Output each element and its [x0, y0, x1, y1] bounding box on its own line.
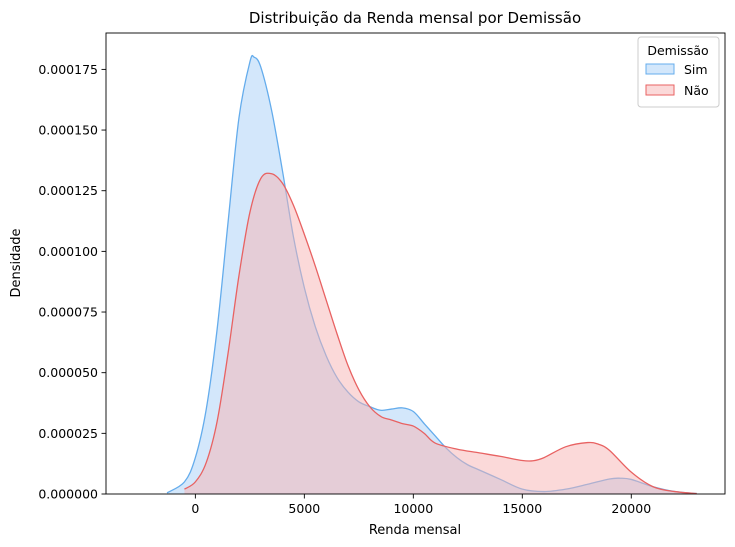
y-tick-label: 0.000100	[38, 244, 98, 259]
y-tick-label: 0.000175	[38, 62, 98, 77]
legend-swatch	[645, 84, 675, 96]
y-axis-ticks: 0.000000 0.000025 0.000050 0.000075 0.000100…	[38, 62, 106, 502]
chart-title: Distribuição da Renda mensal por Demissã…	[249, 9, 581, 27]
x-tick-label: 15000	[502, 501, 542, 516]
legend-label: Não	[684, 83, 709, 98]
x-tick-label: 5000	[288, 501, 320, 516]
y-tick-label: 0.000050	[38, 365, 98, 380]
y-tick-label: 0.000125	[38, 183, 98, 198]
x-axis-label: Renda mensal	[369, 523, 461, 538]
plot-frame	[105, 32, 726, 495]
x-tick-label: 10000	[393, 501, 433, 516]
legend: Demissão Sim Não	[637, 36, 720, 108]
series-2-line	[184, 172, 697, 495]
y-tick-label: 0.000025	[38, 426, 98, 441]
legend-label: Sim	[684, 62, 708, 77]
series-layer	[166, 54, 697, 495]
x-axis-ticks: 0 5000 10000 15000 20000	[191, 494, 651, 516]
y-tick-label: 0.000075	[38, 305, 98, 320]
legend-title: Demissão	[647, 43, 708, 58]
y-axis-label: Densidade	[9, 228, 24, 297]
series-2-area	[184, 173, 697, 494]
x-tick-label: 0	[191, 501, 199, 516]
y-tick-label: 0.000000	[38, 487, 98, 502]
legend-swatch	[645, 63, 675, 75]
x-tick-label: 20000	[611, 501, 651, 516]
y-tick-label: 0.000150	[38, 123, 98, 138]
